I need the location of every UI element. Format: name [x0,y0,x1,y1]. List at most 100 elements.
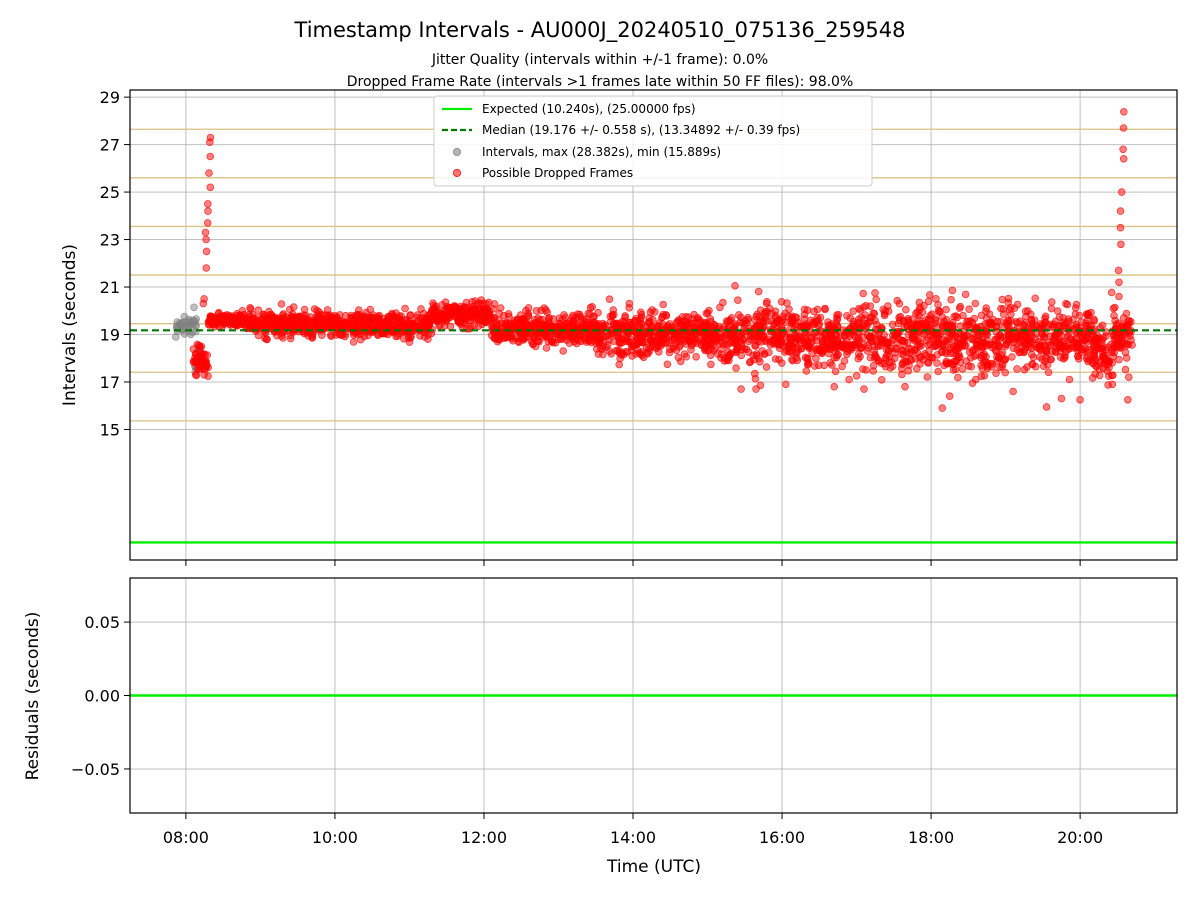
dropped-frame-point [1057,394,1066,403]
dropped-frame-point [907,345,916,353]
dropped-frame-point [650,308,659,316]
dropped-frame-point [659,300,667,309]
residuals-y-label: Residuals (seconds) [23,612,43,781]
dropped-frame-point [205,169,213,177]
dropped-frame-point [733,296,742,305]
residuals-x-ticks: 08:00 10:00 12:00 14:00 16:00 18:00 20:00 [163,813,1103,847]
dropped-frame-point [810,362,819,370]
dropped-frame-point [661,339,669,348]
dropped-frame-point [830,382,838,391]
dropped-frame-point [496,304,505,312]
dropped-frame-point [1122,354,1131,362]
dropped-frame-point [1004,337,1013,346]
dropped-frame-point [1029,353,1038,362]
dropped-frame-point [988,362,996,371]
dropped-frame-point [1047,355,1055,364]
legend-intervals-swatch [452,147,462,157]
dropped-frame-point [961,290,970,299]
dropped-frame-point [731,281,739,290]
dropped-frame-point [374,312,382,321]
dropped-frame-point [1039,362,1048,371]
dropped-frame-point [1119,124,1128,132]
dropped-frame-point [206,183,215,192]
dropped-frame-point [1115,292,1123,301]
dropped-frame-point [999,305,1008,313]
dropped-frame-point [793,332,801,340]
dropped-frame-point [380,322,389,331]
dropped-frame-point [1061,351,1069,360]
dropped-frame-point [871,350,879,359]
dropped-frame-point [840,357,849,365]
dropped-frame-point [406,311,414,320]
dropped-frame-point [964,320,973,329]
dropped-frame-point [883,351,891,359]
dropped-frame-point [605,330,613,338]
dropped-frame-point [655,319,664,327]
dropped-frame-point [1000,356,1008,364]
dropped-frame-point [707,360,715,369]
dropped-frame-point [1109,371,1117,380]
dropped-frame-point [1042,403,1051,411]
dropped-frame-point [1041,341,1049,350]
dropped-frame-point [1121,365,1130,374]
dropped-frame-point [490,300,499,308]
dropped-frame-point [1109,304,1118,313]
dropped-frame-point [520,323,529,332]
dropped-frame-point [401,304,409,313]
dropped-frame-point [1027,310,1035,319]
dropped-frame-point [588,302,596,311]
dropped-frame-point [542,344,551,352]
dropped-frame-point [1090,317,1098,325]
dropped-frame-point [1119,145,1127,154]
dropped-frame-point [901,305,910,314]
dropped-frame-point [279,310,288,318]
dropped-frame-point [1028,319,1037,328]
dropped-frame-point [202,264,211,272]
dropped-frame-point [243,319,252,327]
dropped-frame-point [206,133,215,142]
dropped-frame-point [204,207,212,215]
chart-subtitle-jitter: Jitter Quality (intervals within +/-1 fr… [431,52,768,68]
dropped-frame-point [982,307,990,316]
dropped-frame-point [598,338,607,346]
legend-dropped-label: Possible Dropped Frames [482,166,633,180]
dropped-frame-point [481,317,490,326]
reference-lines [130,329,1177,544]
dropped-frame-point [470,312,479,320]
dropped-frame-point [1031,294,1039,303]
dropped-frame-point [760,350,769,358]
dropped-frame-point [665,331,674,340]
interval-point [184,327,193,336]
dropped-frame-point [893,296,901,305]
dropped-frame-point [488,322,496,330]
dropped-frame-point [627,320,636,329]
dropped-frame-point [524,304,533,312]
dropped-frame-point [975,336,983,344]
dropped-frame-point [934,339,943,348]
dropped-frame-point [1023,363,1031,371]
dropped-frame-point [977,345,986,353]
dropped-frame-point [947,295,955,304]
dropped-frame-point [271,315,280,324]
dropped-frame-point [203,219,212,227]
chart-title: Timestamp Intervals - AU000J_20240510_07… [294,18,906,43]
dropped-frame-point [720,340,728,349]
dropped-frame-point [409,320,418,328]
dropped-frame-point [1093,362,1101,371]
dropped-frame-point [332,313,341,322]
dropped-frame-point [202,358,210,367]
dropped-frame-point [1036,345,1044,354]
interval-point [179,318,187,327]
dropped-frame-point [949,366,958,374]
dropped-frame-point [1073,339,1082,348]
dropped-frame-point [916,360,924,368]
dropped-frame-point [989,315,997,324]
dropped-frame-point [1091,370,1099,378]
dropped-frame-point [597,329,606,338]
intervals-y-tick-label: 21 [100,278,120,297]
dropped-frame-point [318,331,326,340]
dropped-frame-point [888,362,897,371]
dropped-frame-point [777,340,786,348]
dropped-frame-point [982,330,990,338]
